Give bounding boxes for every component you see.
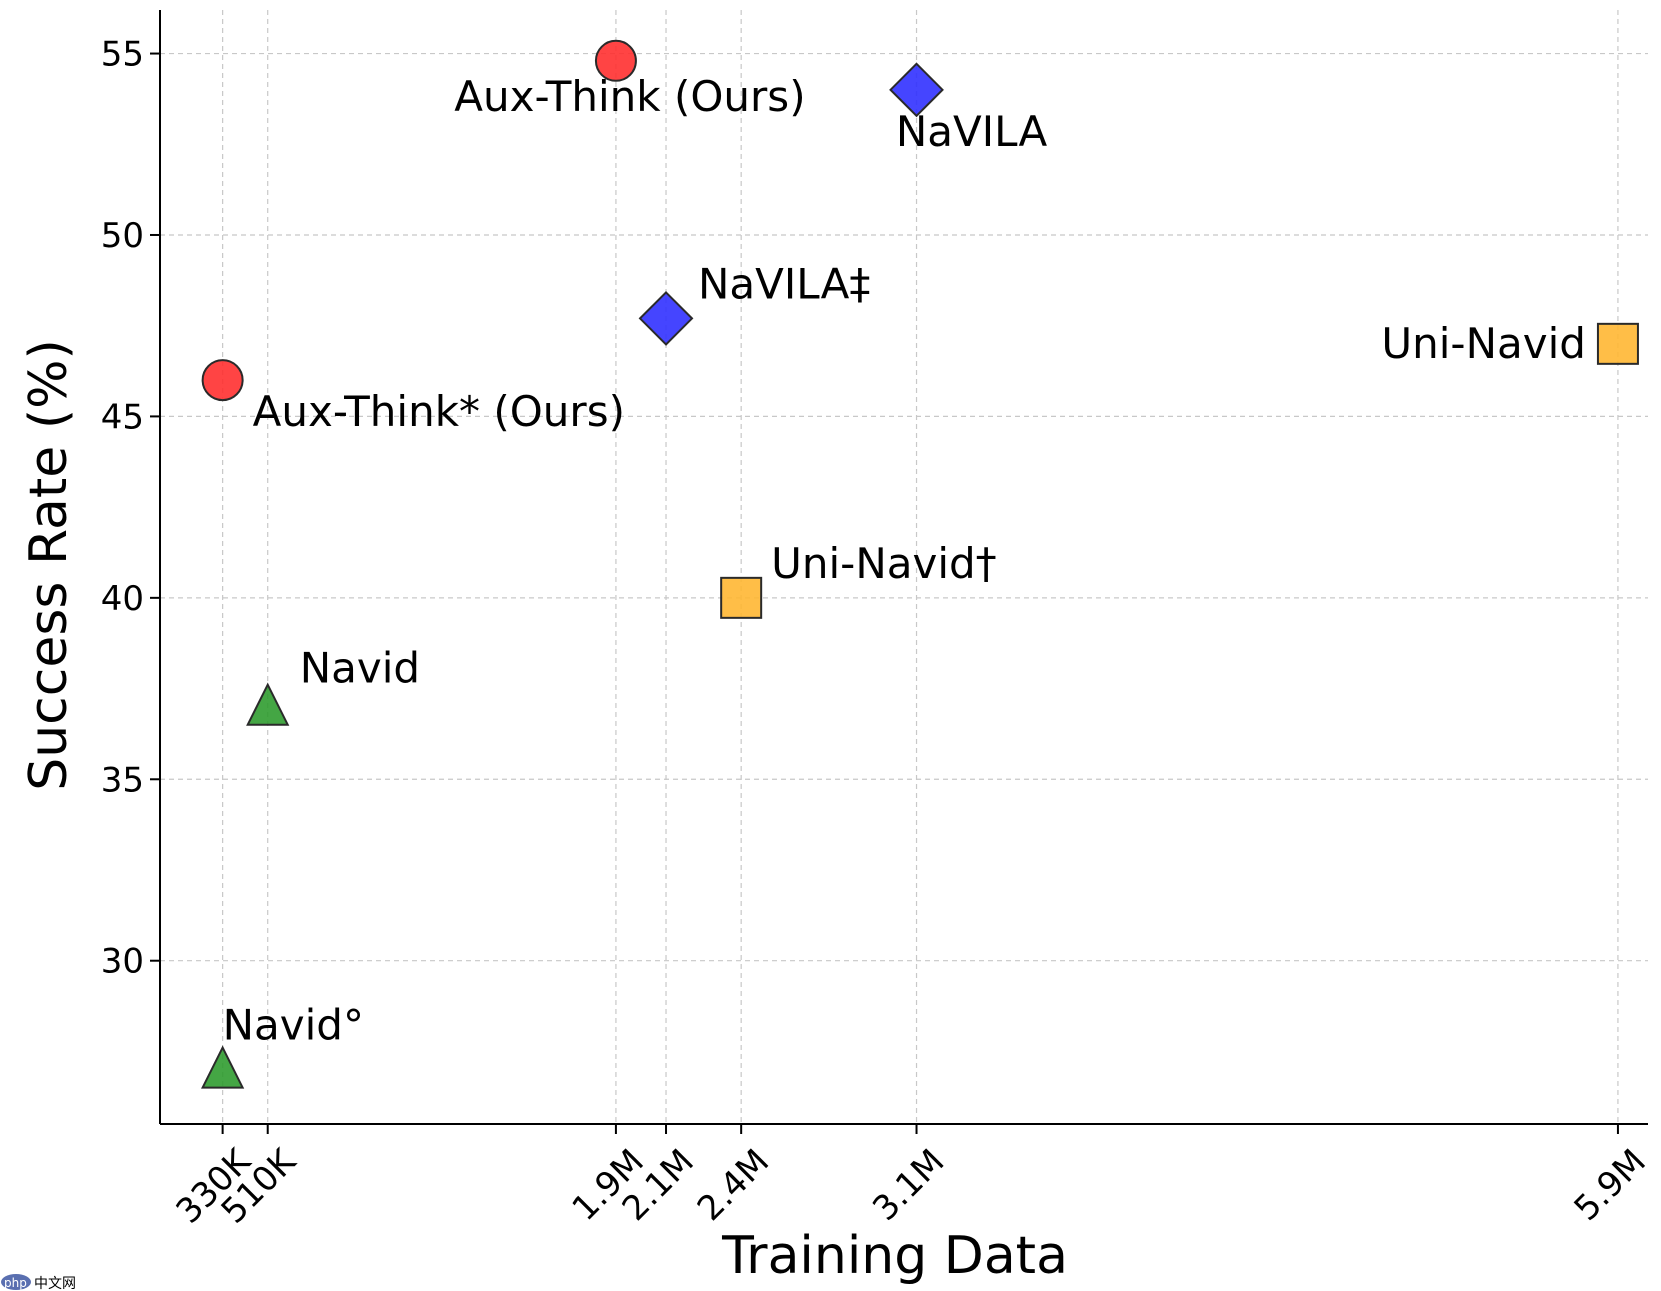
point-label: Navid° bbox=[223, 1001, 364, 1050]
point-label: Uni-Navid† bbox=[771, 539, 997, 588]
y-axis-title: Success Rate (%) bbox=[19, 339, 79, 791]
diamond-marker bbox=[889, 62, 944, 118]
x-axis-title: Training Data bbox=[721, 1226, 1068, 1286]
square-marker bbox=[1596, 322, 1639, 365]
y-tick-label: 30 bbox=[101, 942, 144, 982]
x-tick-label: 2.4M bbox=[690, 1142, 777, 1229]
watermark-logo-text: php bbox=[4, 1276, 27, 1290]
point-label: NaVILA‡ bbox=[698, 259, 870, 308]
axes bbox=[159, 10, 1648, 1125]
x-tick-label: 3.1M bbox=[865, 1142, 952, 1229]
point-labels: Aux-Think (Ours) Aux-Think* (Ours) NaVILA N… bbox=[223, 72, 1586, 1050]
x-tick-label: 5.9M bbox=[1567, 1142, 1654, 1229]
y-tick-label: 40 bbox=[101, 579, 144, 619]
point-label: Uni-Navid bbox=[1381, 319, 1586, 368]
y-tick-label: 35 bbox=[101, 760, 144, 800]
square-marker bbox=[720, 576, 763, 619]
point-label: Aux-Think* (Ours) bbox=[253, 387, 625, 436]
triangle-marker bbox=[201, 1045, 245, 1089]
y-tick-label: 45 bbox=[101, 397, 144, 437]
point-label: Aux-Think (Ours) bbox=[454, 72, 805, 121]
watermark-logo-icon bbox=[1, 1274, 31, 1290]
y-tick-label: 55 bbox=[101, 35, 144, 75]
point-label: NaVILA bbox=[896, 107, 1048, 156]
grid-lines bbox=[160, 10, 1648, 1124]
data-points bbox=[201, 39, 1639, 1089]
circle-marker bbox=[594, 39, 637, 82]
triangle-marker bbox=[246, 682, 290, 726]
circle-marker bbox=[201, 359, 244, 402]
watermark-text: 中文网 bbox=[34, 1276, 76, 1291]
diamond-marker bbox=[638, 291, 694, 346]
y-tick-label: 50 bbox=[101, 216, 144, 256]
watermark: php 中文网 bbox=[1, 1274, 76, 1291]
point-label: Navid bbox=[300, 644, 420, 693]
